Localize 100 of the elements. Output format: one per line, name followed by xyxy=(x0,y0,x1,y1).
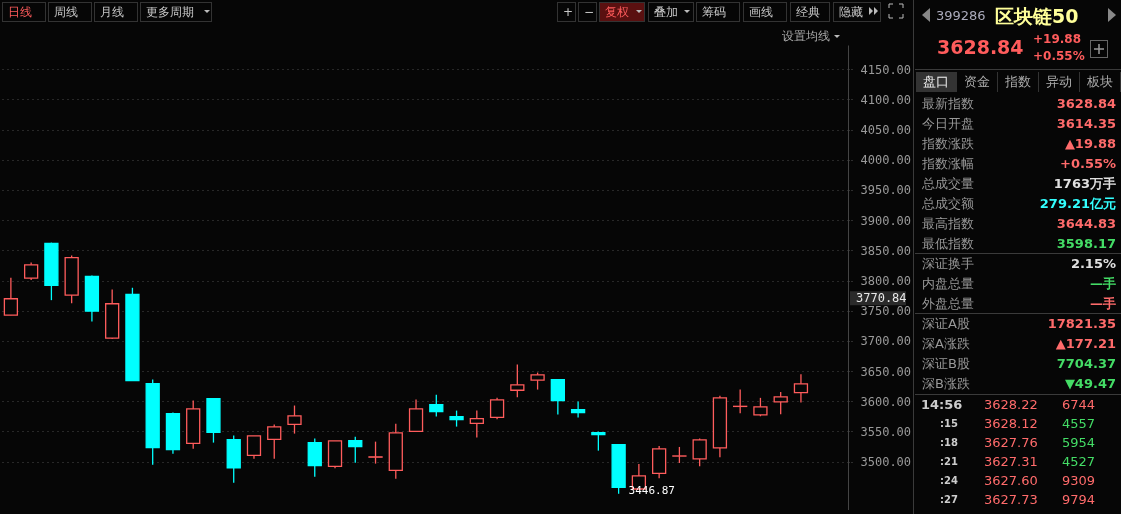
text: 隐藏 xyxy=(833,2,881,22)
text: + xyxy=(557,2,576,22)
text: 3627.60 xyxy=(984,473,1038,489)
text: 外盘总量 xyxy=(922,296,974,312)
text: 今日开盘 xyxy=(922,116,974,132)
text: 异动 xyxy=(1039,72,1080,92)
text: 5954 xyxy=(1061,435,1095,451)
y-tick-label: 3750.00 xyxy=(860,304,912,319)
candlestick xyxy=(469,409,484,439)
text: 17821.35 xyxy=(1047,316,1116,332)
y-tick-label: 4000.00 xyxy=(860,153,912,168)
text: 深A涨跌 xyxy=(922,336,970,352)
text: ▲19.88 xyxy=(1064,136,1116,152)
y-tick-label: 3800.00 xyxy=(860,274,912,289)
text: 最高指数 xyxy=(922,216,974,232)
text: 最新指数 xyxy=(922,96,974,112)
candlestick xyxy=(267,423,282,460)
candlestick xyxy=(692,437,707,467)
candlestick xyxy=(550,378,565,416)
text: 3614.35 xyxy=(1056,116,1116,132)
text: 3627.31 xyxy=(984,454,1038,470)
text: 4527 xyxy=(1061,454,1095,470)
candlestick xyxy=(489,397,505,420)
text: 9309 xyxy=(1061,473,1095,489)
text: 更多周期 xyxy=(140,2,212,22)
candlestick xyxy=(287,404,302,435)
candlestick xyxy=(3,277,19,316)
text: 指数涨幅 xyxy=(922,156,974,172)
text: ▲177.21 xyxy=(1055,336,1116,352)
y-tick-label: 3700.00 xyxy=(860,334,912,349)
text: 深B涨跌 xyxy=(922,376,970,392)
y-tick-label: 3600.00 xyxy=(860,394,912,409)
text: 复权 xyxy=(599,2,645,22)
candlestick xyxy=(773,391,788,415)
text: ▼49.47 xyxy=(1064,376,1116,392)
text: 4557 xyxy=(1061,416,1095,432)
text: 指数涨跌 xyxy=(922,136,974,152)
y-tick-label: 4050.00 xyxy=(860,123,912,138)
candlestick xyxy=(429,394,444,418)
text: 6744 xyxy=(1061,397,1095,413)
text: 盘口 xyxy=(916,72,957,92)
y-tick-label: 4100.00 xyxy=(860,92,912,107)
text: 1763万手 xyxy=(1053,176,1116,192)
candlestick xyxy=(408,398,424,433)
candlestick xyxy=(307,437,322,478)
text: 3628.12 xyxy=(984,416,1038,432)
y-tick-label: 3850.00 xyxy=(860,243,912,258)
text: 叠加 xyxy=(648,2,694,22)
text: 资金 xyxy=(957,72,998,92)
candlestick xyxy=(510,363,525,398)
text: 最低指数 xyxy=(922,236,974,252)
text: 月线 xyxy=(94,2,138,22)
text: 总成交量 xyxy=(922,176,974,192)
text: 画线 xyxy=(743,2,787,22)
text: +0.55% xyxy=(1060,156,1116,172)
text: :27 xyxy=(940,493,958,507)
candlestick xyxy=(793,373,809,404)
text: 经典 xyxy=(790,2,830,22)
text: :15 xyxy=(940,417,958,431)
text: —手 xyxy=(1090,276,1116,292)
text: +0.55% xyxy=(1033,48,1085,64)
text: 设置均线 xyxy=(782,28,830,44)
text: 3628.22 xyxy=(984,397,1038,413)
text: 3770.84 xyxy=(856,291,907,306)
text: 279.21亿元 xyxy=(1039,196,1116,212)
text: +19.88 xyxy=(1033,31,1082,47)
annotation: 3446.87 xyxy=(628,483,675,497)
text: 14:56 xyxy=(921,397,963,413)
candlestick xyxy=(570,400,586,419)
text: :24 xyxy=(940,474,958,488)
text: 7704.37 xyxy=(1056,356,1116,372)
text: 2.15% xyxy=(1070,256,1116,272)
text: 3628.84 xyxy=(937,36,1024,58)
text: 深证A股 xyxy=(922,316,970,332)
candlestick xyxy=(246,435,262,460)
text: 3644.83 xyxy=(1056,216,1116,232)
y-tick-label: 3500.00 xyxy=(860,455,912,470)
y-tick-label: 3550.00 xyxy=(860,424,912,439)
text: 板块 xyxy=(1080,72,1121,92)
text: 区块链50 xyxy=(995,5,1079,27)
text: 周线 xyxy=(48,2,92,22)
text: − xyxy=(578,2,597,22)
text: 总成交额 xyxy=(922,196,974,212)
text: 9794 xyxy=(1061,492,1095,508)
y-tick-label: 3950.00 xyxy=(860,183,912,198)
candlestick xyxy=(368,440,383,465)
text: 深证B股 xyxy=(922,356,970,372)
text: 指数 xyxy=(998,72,1039,92)
y-tick-label: 4150.00 xyxy=(860,62,912,77)
text: 3598.17 xyxy=(1056,236,1116,252)
text: 3627.73 xyxy=(984,492,1038,508)
text: 399286 xyxy=(936,8,986,24)
text: —手 xyxy=(1090,296,1116,312)
text: 深证换手 xyxy=(922,256,974,272)
y-tick-label: 3900.00 xyxy=(860,213,912,228)
text: 3627.76 xyxy=(984,435,1038,451)
text: 3628.84 xyxy=(1056,96,1116,112)
y-tick-label: 3650.00 xyxy=(860,364,912,379)
text: :21 xyxy=(940,455,958,469)
text: :18 xyxy=(940,436,958,450)
